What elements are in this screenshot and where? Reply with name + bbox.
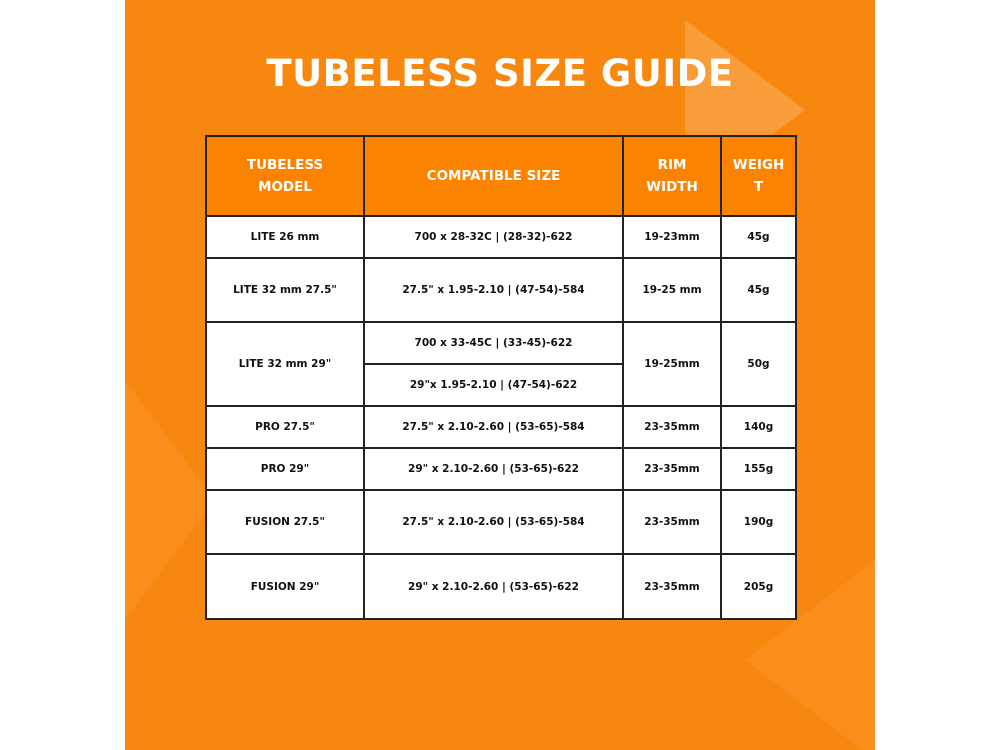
model-cell: PRO 27.5" [205, 405, 365, 449]
table-row: FUSION 29" 29" x 2.10-2.60 | (53-65)-622… [205, 553, 797, 620]
size-cell: 29" x 2.10-2.60 | (53-65)-622 [363, 447, 624, 491]
table-row: PRO 27.5" 27.5" x 2.10-2.60 | (53-65)-58… [205, 405, 797, 449]
rim-cell: 23-35mm [622, 553, 722, 620]
table-row: PRO 29" 29" x 2.10-2.60 | (53-65)-622 23… [205, 447, 797, 491]
size-cell: 29" x 2.10-2.60 | (53-65)-622 [363, 553, 624, 620]
size-cell: 29"x 1.95-2.10 | (47-54)-622 [363, 363, 624, 407]
size-cell: 27.5" x 1.95-2.10 | (47-54)-584 [363, 257, 624, 323]
size-cell: 700 x 28-32C | (28-32)-622 [363, 215, 624, 259]
header-weight: WEIGH T [720, 135, 797, 217]
size-cell: 700 x 33-45C | (33-45)-622 [363, 321, 624, 365]
model-cell: LITE 32 mm 29" [205, 321, 365, 407]
size-cell: 27.5" x 2.10-2.60 | (53-65)-584 [363, 405, 624, 449]
table-row: LITE 32 mm 27.5" 27.5" x 1.95-2.10 | (47… [205, 257, 797, 323]
decorative-triangle [125, 380, 215, 620]
model-cell: FUSION 29" [205, 553, 365, 620]
table-row: LITE 26 mm 700 x 28-32C | (28-32)-622 19… [205, 215, 797, 259]
header-model: TUBELESS MODEL [205, 135, 365, 217]
weight-cell: 50g [720, 321, 797, 407]
table-row: LITE 32 mm 29" 700 x 33-45C | (33-45)-62… [205, 321, 797, 407]
weight-cell: 205g [720, 553, 797, 620]
rim-cell: 23-35mm [622, 405, 722, 449]
header-row: TUBELESS MODEL COMPATIBLE SIZE RIM WIDTH W… [205, 135, 797, 217]
size-guide-table: TUBELESS MODEL COMPATIBLE SIZE RIM WIDTH W… [205, 135, 797, 620]
weight-cell: 140g [720, 405, 797, 449]
model-cell: PRO 29" [205, 447, 365, 491]
weight-cell: 155g [720, 447, 797, 491]
weight-cell: 190g [720, 489, 797, 555]
rim-cell: 23-35mm [622, 489, 722, 555]
model-cell: LITE 26 mm [205, 215, 365, 259]
page-title: TUBELESS SIZE GUIDE [266, 52, 734, 95]
weight-cell: 45g [720, 257, 797, 323]
rim-cell: 19-25 mm [622, 257, 722, 323]
table-row: FUSION 27.5" 27.5" x 2.10-2.60 | (53-65)… [205, 489, 797, 555]
rim-cell: 19-25mm [622, 321, 722, 407]
header-rim: RIM WIDTH [622, 135, 722, 217]
weight-cell: 45g [720, 215, 797, 259]
size-cell: 27.5" x 2.10-2.60 | (53-65)-584 [363, 489, 624, 555]
model-cell: LITE 32 mm 27.5" [205, 257, 365, 323]
model-cell: FUSION 27.5" [205, 489, 365, 555]
header-size: COMPATIBLE SIZE [363, 135, 624, 217]
rim-cell: 19-23mm [622, 215, 722, 259]
rim-cell: 23-35mm [622, 447, 722, 491]
table-row: 29"x 1.95-2.10 | (47-54)-622 [206, 363, 796, 407]
